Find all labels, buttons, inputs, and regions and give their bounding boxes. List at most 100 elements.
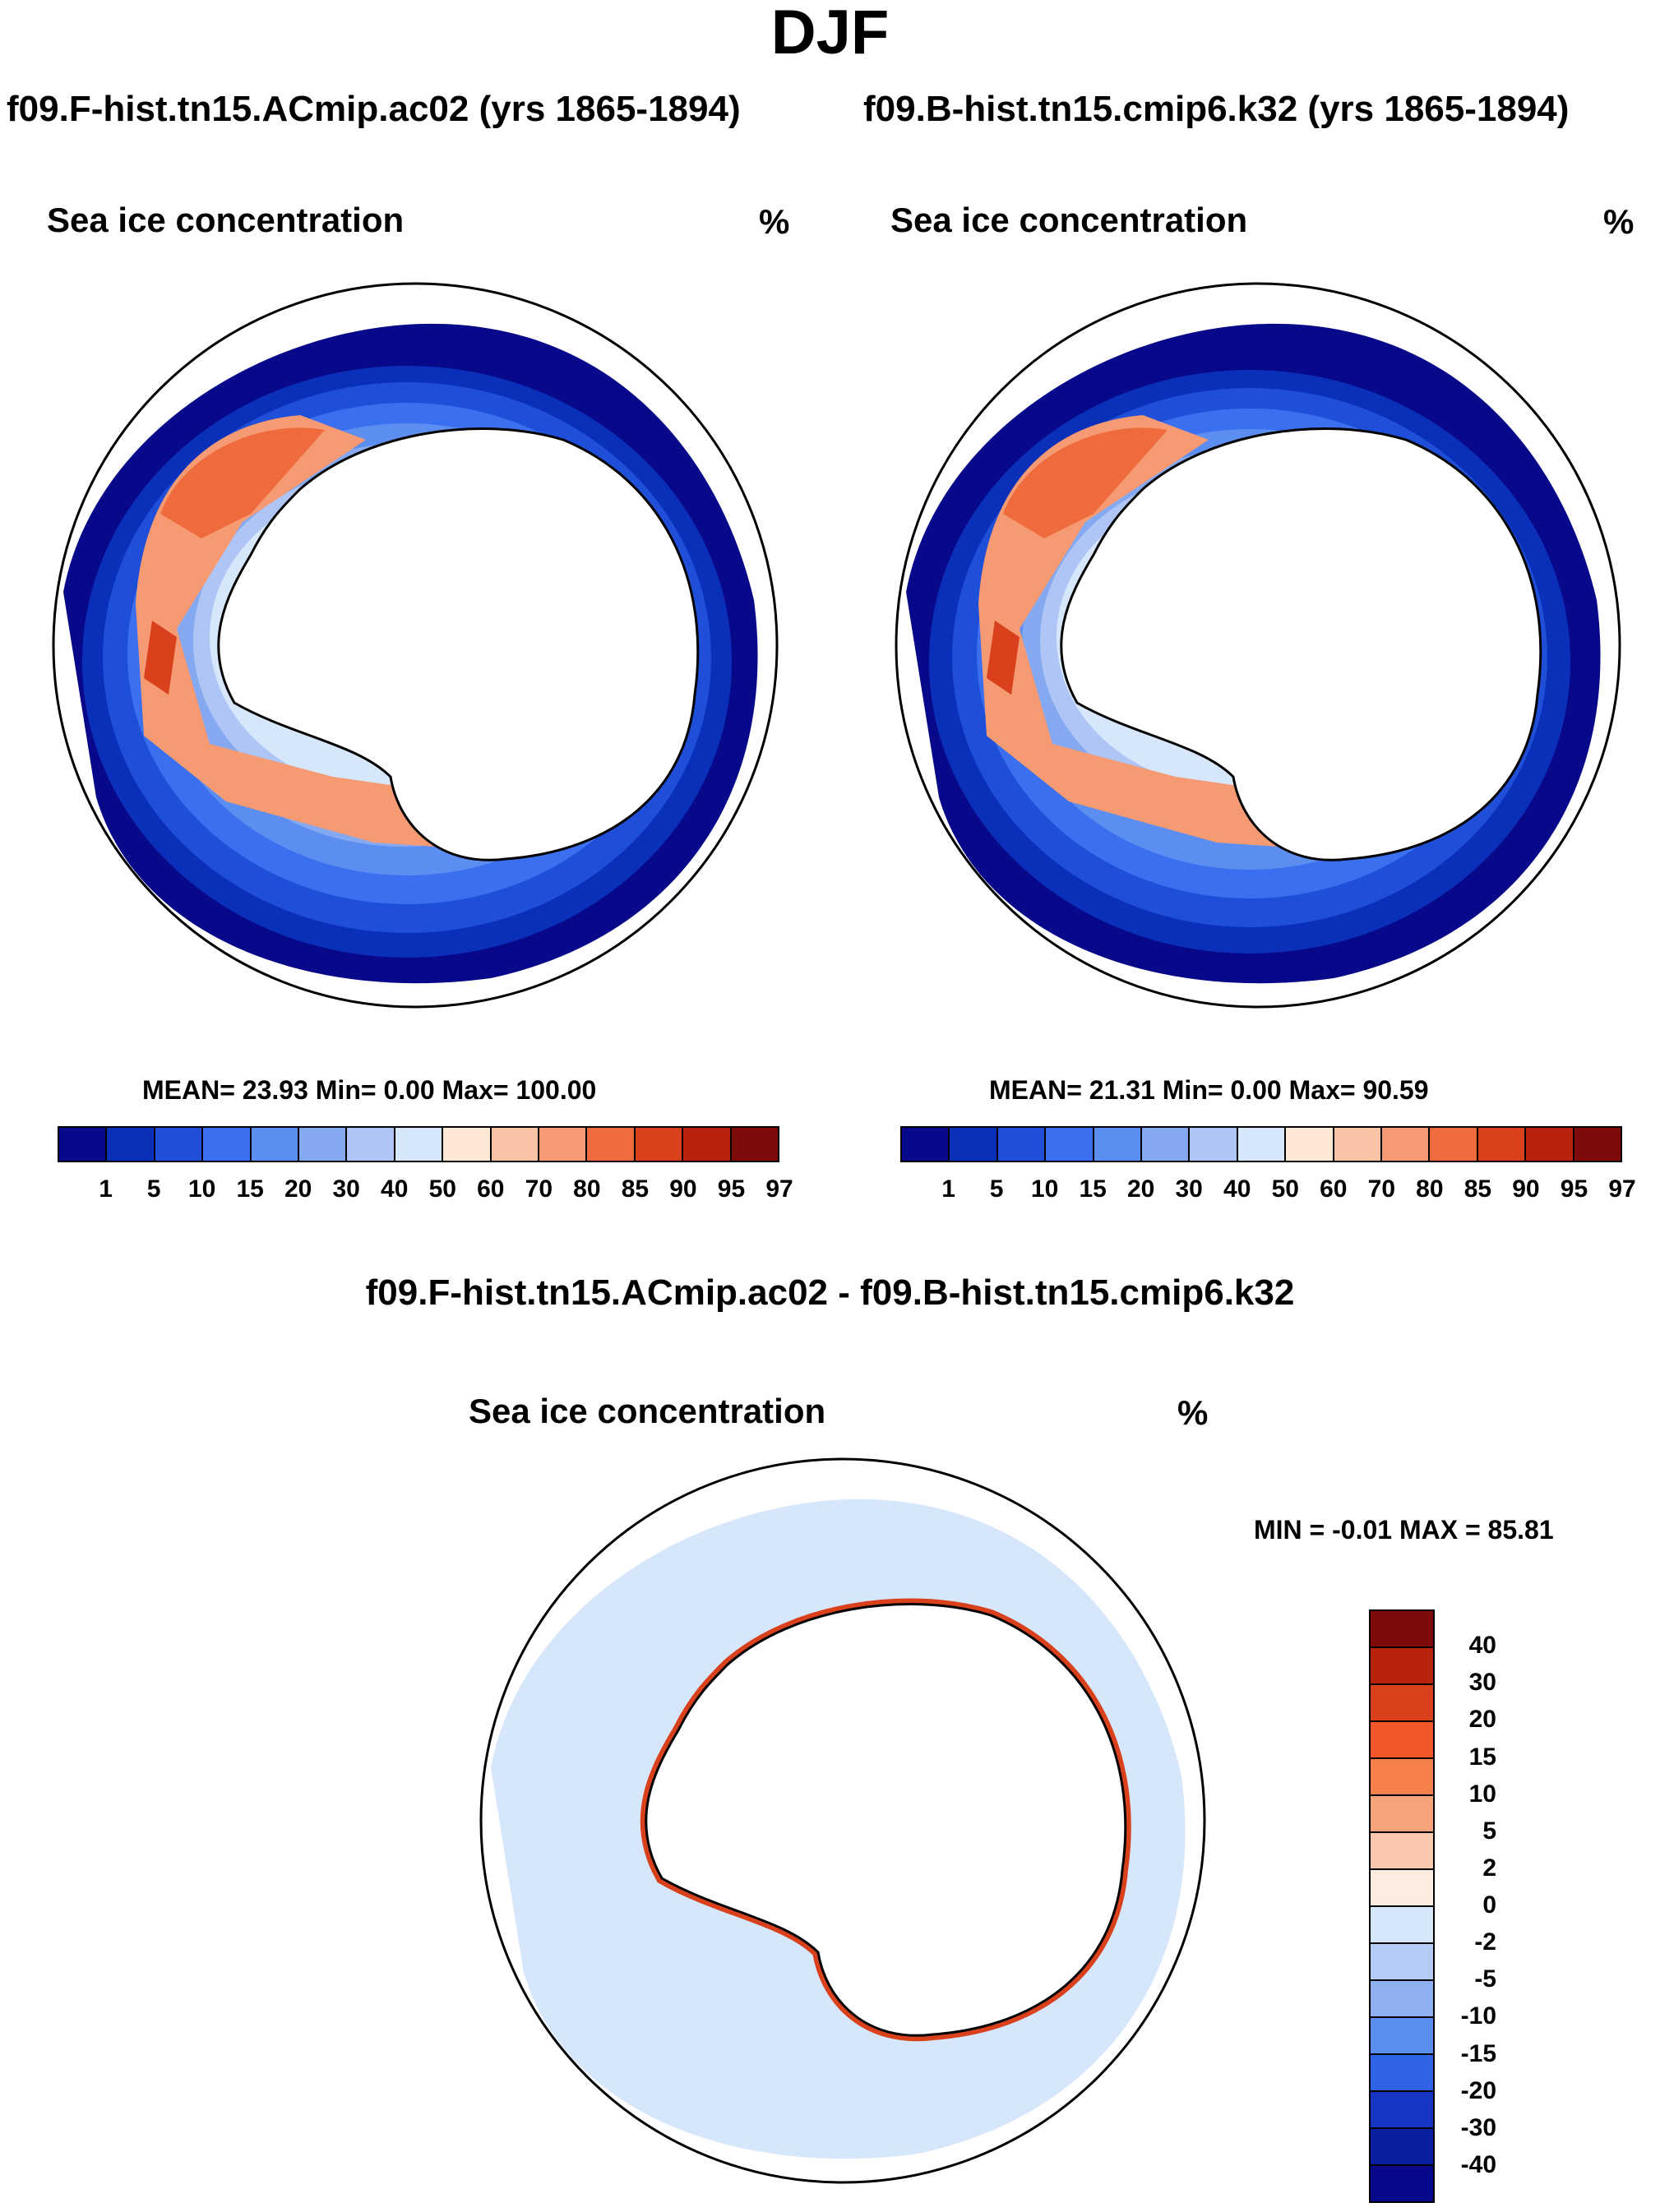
colorbar-tick-label: 5: [146, 1175, 161, 1203]
colorbar-tick-label: 80: [573, 1175, 601, 1203]
colorbar-swatch: [997, 1128, 1047, 1161]
left-units-label: %: [759, 202, 790, 241]
colorbar-tick-label: 10: [1468, 1780, 1496, 1808]
colorbar-swatch: [299, 1128, 348, 1161]
colorbar-tick-label: 60: [1320, 1175, 1348, 1203]
colorbar-tick-label: 30: [332, 1175, 360, 1203]
colorbar-swatch: [1371, 2129, 1433, 2166]
colorbar-tick-label: 15: [1468, 1743, 1496, 1771]
colorbar-swatch: [1371, 1722, 1433, 1759]
colorbar-swatch: [1371, 1611, 1433, 1648]
colorbar-tick-label: 15: [1079, 1175, 1107, 1203]
colorbar-tick-label: 40: [381, 1175, 409, 1203]
colorbar-swatch: [443, 1128, 492, 1161]
colorbar-tick-label: 20: [1468, 1706, 1496, 1734]
colorbar-tick-label: 2: [1482, 1854, 1496, 1882]
colorbar-tick-label: 30: [1175, 1175, 1203, 1203]
colorbar-tick-label: 1: [941, 1175, 955, 1203]
colorbar-swatch: [1094, 1128, 1143, 1161]
colorbar-tick-label: 20: [284, 1175, 312, 1203]
colorbar-tick-label: 90: [1512, 1175, 1540, 1203]
right-colorbar: [900, 1126, 1622, 1162]
colorbar-swatch: [1371, 1981, 1433, 2018]
colorbar-tick-label: 40: [1468, 1632, 1496, 1660]
season-title: DJF: [770, 0, 890, 67]
colorbar-swatch: [1190, 1128, 1238, 1161]
difference-polar-map: [479, 1457, 1206, 2184]
left-polar-map: [52, 282, 779, 1009]
colorbar-tick-label: 20: [1126, 1175, 1155, 1203]
colorbar-tick-label: 40: [1223, 1175, 1251, 1203]
left-variable-label: Sea ice concentration: [47, 201, 405, 239]
colorbar-tick-label: 80: [1416, 1175, 1444, 1203]
colorbar-tick-label: 50: [1271, 1175, 1299, 1203]
colorbar-swatch: [59, 1128, 108, 1161]
colorbar-swatch: [1371, 1833, 1433, 1870]
colorbar-swatch: [1382, 1128, 1431, 1161]
colorbar-tick-label: -10: [1460, 2002, 1496, 2030]
colorbar-swatch: [155, 1128, 204, 1161]
difference-title: f09.F-hist.tn15.ACmip.ac02 - f09.B-hist.…: [365, 1272, 1295, 1313]
diff-units-label: %: [1177, 1393, 1209, 1432]
colorbar-tick-label: 95: [717, 1175, 746, 1203]
left-colorbar: [58, 1126, 779, 1162]
difference-colorbar: [1369, 1609, 1435, 2203]
colorbar-tick-label: -40: [1460, 2150, 1496, 2178]
colorbar-swatch: [1526, 1128, 1574, 1161]
colorbar-swatch: [1430, 1128, 1478, 1161]
colorbar-tick-label: 5: [1482, 1817, 1496, 1845]
colorbar-tick-label: -20: [1460, 2076, 1496, 2104]
colorbar-swatch: [1371, 1944, 1433, 1981]
colorbar-swatch: [1371, 2055, 1433, 2092]
colorbar-tick-label: 97: [1608, 1175, 1636, 1203]
colorbar-swatch: [683, 1128, 732, 1161]
colorbar-swatch: [1371, 1759, 1433, 1796]
colorbar-tick-label: 0: [1482, 1891, 1496, 1919]
colorbar-swatch: [347, 1128, 395, 1161]
colorbar-swatch: [1142, 1128, 1191, 1161]
colorbar-swatch: [1477, 1128, 1527, 1161]
colorbar-tick-label: 5: [989, 1175, 1004, 1203]
colorbar-swatch: [1334, 1128, 1383, 1161]
colorbar-tick-label: 10: [187, 1175, 216, 1203]
colorbar-swatch: [950, 1128, 998, 1161]
diff-variable-label: Sea ice concentration: [469, 1392, 826, 1430]
colorbar-swatch: [1574, 1128, 1621, 1161]
colorbar-swatch: [1371, 2092, 1433, 2129]
colorbar-tick-label: 85: [1463, 1175, 1492, 1203]
right-units-label: %: [1603, 202, 1635, 241]
right-case-title: f09.B-hist.tn15.cmip6.k32 (yrs 1865-1894…: [863, 89, 1570, 129]
colorbar-tick-label: 70: [1367, 1175, 1396, 1203]
colorbar-swatch: [587, 1128, 636, 1161]
right-stats: MEAN= 21.31 Min= 0.00 Max= 90.59: [989, 1075, 1429, 1105]
colorbar-swatch: [1371, 1648, 1433, 1685]
colorbar-tick-label: 97: [765, 1175, 793, 1203]
colorbar-tick-label: 70: [525, 1175, 553, 1203]
colorbar-tick-label: -5: [1474, 1965, 1496, 1993]
right-variable-label: Sea ice concentration: [890, 201, 1248, 239]
colorbar-tick-label: -2: [1474, 1928, 1496, 1956]
colorbar-tick-label: -30: [1460, 2113, 1496, 2141]
colorbar-swatch: [731, 1128, 779, 1161]
colorbar-tick-label: 85: [621, 1175, 650, 1203]
colorbar-swatch: [395, 1128, 444, 1161]
colorbar-swatch: [1371, 1870, 1433, 1907]
colorbar-tick-label: 60: [477, 1175, 505, 1203]
colorbar-swatch: [1371, 2018, 1433, 2055]
colorbar-swatch: [1371, 2166, 1433, 2201]
colorbar-swatch: [539, 1128, 588, 1161]
colorbar-tick-label: 10: [1030, 1175, 1059, 1203]
colorbar-tick-label: 90: [669, 1175, 697, 1203]
colorbar-tick-label: -15: [1460, 2039, 1496, 2067]
colorbar-tick-label: 95: [1560, 1175, 1588, 1203]
colorbar-swatch: [635, 1128, 684, 1161]
diff-stats: MIN = -0.01 MAX = 85.81: [1254, 1515, 1554, 1545]
colorbar-swatch: [902, 1128, 950, 1161]
colorbar-swatch: [1046, 1128, 1094, 1161]
left-case-title: f09.F-hist.tn15.ACmip.ac02 (yrs 1865-189…: [7, 89, 741, 129]
colorbar-tick-label: 30: [1468, 1669, 1496, 1697]
colorbar-swatch: [251, 1128, 300, 1161]
colorbar-tick-label: 1: [99, 1175, 113, 1203]
right-polar-map: [895, 282, 1621, 1009]
colorbar-swatch: [1371, 1685, 1433, 1722]
